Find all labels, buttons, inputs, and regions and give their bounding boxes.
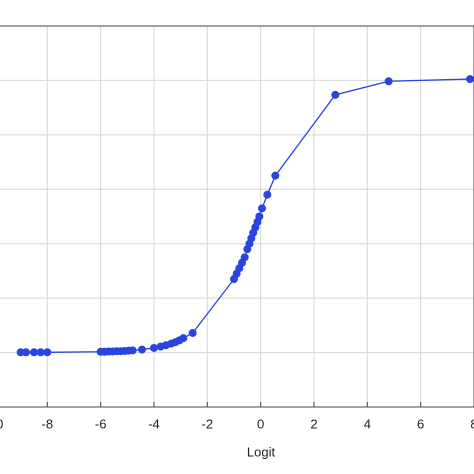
x-tick-label: -6	[95, 416, 107, 431]
data-point	[240, 253, 249, 262]
x-axis-label: Logit	[247, 444, 276, 459]
data-point	[271, 171, 280, 180]
x-tick-label: -2	[202, 416, 214, 431]
data-point	[263, 190, 272, 199]
data-point	[150, 343, 158, 352]
x-tick-label: -4	[148, 416, 160, 431]
data-point	[179, 334, 188, 343]
data-point	[384, 77, 393, 86]
data-point	[22, 348, 30, 357]
plot-frame	[0, 25, 474, 408]
x-tick-label: 4	[364, 416, 371, 431]
data-point	[138, 345, 146, 354]
data-point	[258, 204, 266, 213]
x-tick-label: -8	[42, 416, 54, 431]
data-point	[30, 348, 38, 357]
x-tick-label: -10	[0, 416, 3, 431]
x-tick-label: 6	[417, 416, 424, 431]
data-point	[36, 348, 45, 357]
x-tick-label: 2	[310, 416, 317, 431]
x-tick-label: 0	[257, 416, 264, 431]
x-tick-label: 8	[470, 416, 474, 431]
data-point	[43, 348, 52, 357]
data-point	[331, 90, 340, 99]
data-point	[466, 75, 474, 84]
data-point	[188, 328, 197, 337]
data-point	[128, 346, 137, 355]
data-point	[255, 212, 264, 221]
